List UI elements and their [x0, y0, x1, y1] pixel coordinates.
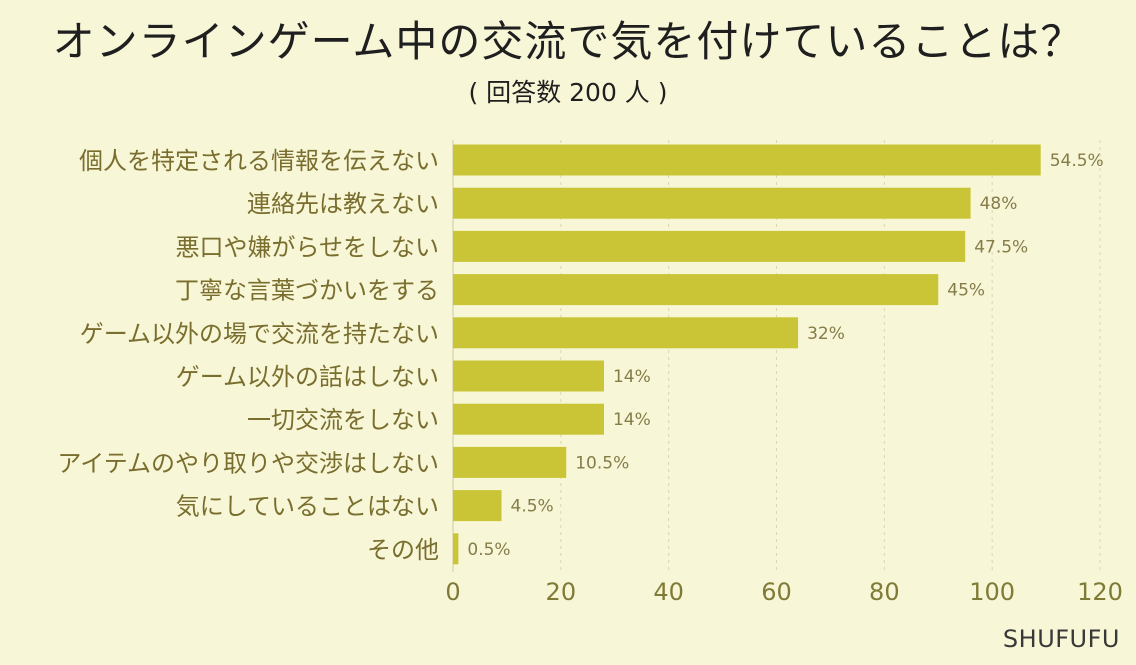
x-tick-label: 40 — [653, 578, 684, 606]
chart-subtitle: ( 回答数 200 人 ) — [468, 78, 668, 107]
category-label: ゲーム以外の場で交流を持たない — [80, 320, 439, 348]
category-label: 一切交流をしない — [247, 406, 439, 434]
category-label: 個人を特定される情報を伝えない — [79, 147, 439, 175]
bar — [453, 490, 502, 522]
value-label: 48% — [980, 194, 1018, 214]
bar — [453, 230, 966, 262]
x-tick-label: 60 — [761, 578, 792, 606]
category-label: 丁寧な言葉づかいをする — [175, 277, 439, 305]
value-label: 47.5% — [974, 237, 1028, 257]
category-label: 悪口や嫌がらせをしない — [175, 233, 439, 261]
x-tick-label: 100 — [969, 578, 1015, 606]
category-label: アイテムのやり取りや交渉はしない — [57, 449, 439, 477]
bar — [453, 274, 939, 306]
value-label: 32% — [807, 324, 845, 344]
bar — [453, 187, 971, 219]
value-label: 10.5% — [575, 453, 629, 473]
bar — [453, 317, 799, 349]
value-label: 0.5% — [467, 540, 510, 560]
chart-title: オンラインゲーム中の交流で気を付けていることは？ — [52, 17, 1084, 66]
value-labels: 54.5% 48% 47.5% 45% 32% 14% 14% 10.5% 4.5% 0.5% — [467, 151, 1103, 560]
x-tick-label: 0 — [445, 578, 460, 606]
x-tick-label: 20 — [546, 578, 577, 606]
bar — [453, 360, 604, 392]
value-label: 45% — [947, 281, 985, 301]
category-label: ゲーム以外の話はしない — [176, 363, 439, 391]
brand-logo-text: SHUFUFU — [1002, 625, 1120, 653]
bar — [453, 144, 1041, 176]
x-tick-label: 120 — [1077, 578, 1123, 606]
value-label: 4.5% — [511, 497, 554, 517]
category-label: 気にしていることはない — [176, 493, 439, 521]
value-label: 14% — [613, 410, 651, 430]
category-label: その他 — [367, 536, 439, 564]
value-label: 54.5% — [1050, 151, 1104, 171]
bar — [453, 403, 604, 435]
category-label: 連絡先は教えない — [247, 190, 439, 218]
bars — [453, 144, 1041, 565]
x-tick-label: 80 — [869, 578, 900, 606]
bar — [453, 533, 459, 565]
category-labels: 個人を特定される情報を伝えない連絡先は教えない悪口や嫌がらせをしない丁寧な言葉づ… — [57, 147, 439, 564]
x-axis-ticks: 0 20 40 60 80 100 120 — [445, 578, 1123, 606]
bar — [453, 446, 567, 478]
value-label: 14% — [613, 367, 651, 387]
